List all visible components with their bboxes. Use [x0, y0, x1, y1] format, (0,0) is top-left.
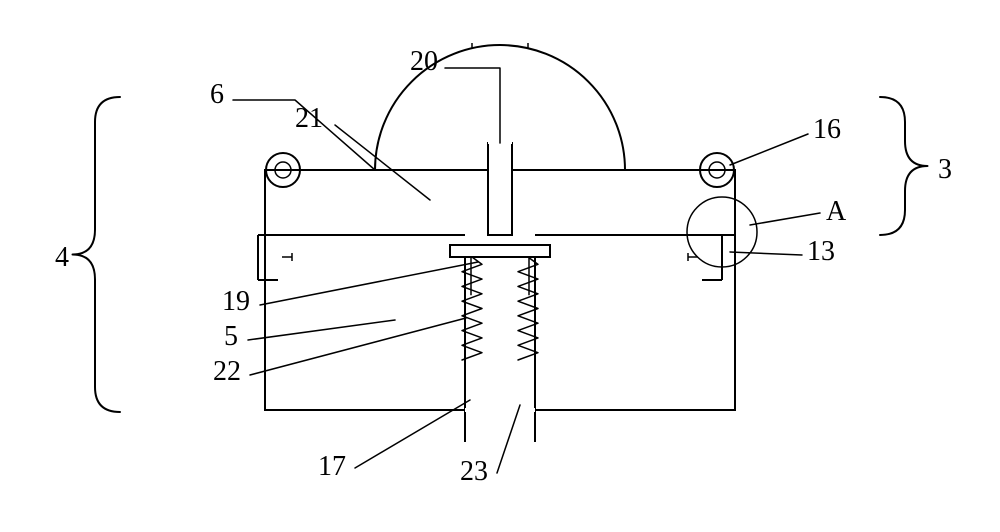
label-16: 16: [813, 114, 841, 145]
label-4: 4: [55, 242, 69, 273]
label-19: 19: [222, 286, 250, 317]
diagram-svg: 20 6 21 16 A 13 19 5 22 17 23 4 3: [0, 0, 1000, 532]
label-23: 23: [460, 456, 488, 487]
label-13: 13: [807, 236, 835, 267]
label-3: 3: [938, 154, 952, 185]
label-21: 21: [295, 103, 323, 134]
label-20: 20: [410, 46, 438, 77]
label-17: 17: [318, 451, 346, 482]
label-5: 5: [224, 321, 238, 352]
label-22: 22: [213, 356, 241, 387]
label-6: 6: [210, 79, 224, 110]
label-A: A: [826, 196, 847, 227]
